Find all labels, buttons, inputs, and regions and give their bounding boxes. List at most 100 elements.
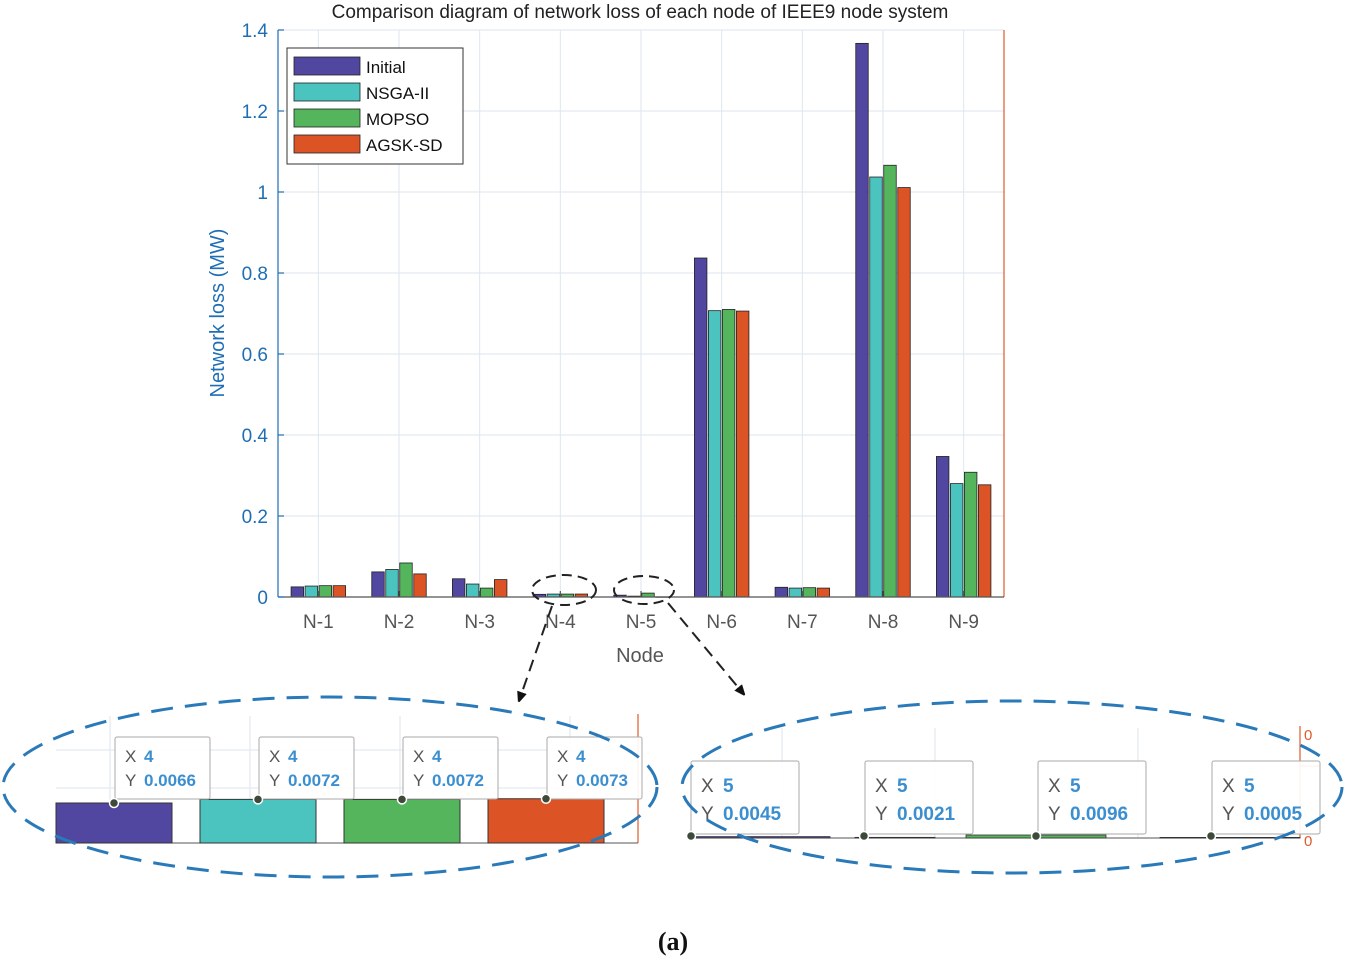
datatip-x-label: X (125, 747, 136, 766)
x-tick-label: N-7 (787, 612, 818, 633)
bar-mopso-n-6 (722, 309, 736, 598)
y-tick-label: 1.2 (242, 102, 268, 123)
datatip-x-label: X (701, 776, 714, 797)
legend-label: NSGA-II (366, 84, 429, 103)
datatip-box (1037, 760, 1147, 835)
datatip-marker (108, 797, 120, 809)
datatip-box (864, 760, 974, 835)
legend-label: MOPSO (366, 110, 429, 129)
x-tick-label: N-3 (464, 612, 495, 633)
zoom-bar-nsga-ii (199, 798, 317, 844)
bar-nsga-ii-n-7 (788, 587, 802, 598)
datatip-y-value: 0.0072 (432, 771, 484, 790)
zoom-ellipse-n5 (680, 699, 1344, 875)
datatip[interactable]: X 5Y 0.0005 (1205, 760, 1321, 842)
x-tick-label: N-5 (626, 612, 657, 633)
bar-initial-n-6 (694, 257, 708, 598)
datatip-marker (1030, 830, 1042, 842)
datatip-marker (252, 794, 264, 805)
zoom-bar-initial (55, 802, 173, 844)
y-tick-label: 0.2 (242, 507, 268, 528)
datatip-x-label: X (557, 747, 568, 766)
highlight-ellipse-n5 (613, 575, 675, 605)
bar-nsga-ii-n-2 (385, 569, 399, 598)
y-tick-label: 1.4 (242, 21, 269, 42)
datatip-marker (858, 830, 870, 842)
datatip-box (1211, 760, 1321, 835)
x-tick-label: N-4 (545, 612, 576, 633)
datatip[interactable]: X 4Y 0.0066 (108, 736, 211, 809)
bar-nsga-ii-n-8 (869, 176, 883, 598)
bar-initial-n-2 (371, 571, 385, 598)
bar-mopso-n-3 (480, 587, 494, 598)
datatip-x-value: 5 (1244, 776, 1255, 797)
bar-mopso-n-1 (318, 585, 332, 598)
bar-agsk-sd-n-9 (978, 484, 992, 598)
legend-label: AGSK-SD (366, 136, 443, 155)
zoom-bar-nsga-ii (854, 836, 936, 839)
bar-mopso-n-9 (964, 471, 978, 598)
legend-swatch (293, 134, 361, 154)
datatip-x-label: X (413, 747, 424, 766)
legend-swatch (293, 82, 361, 102)
legend-swatch (293, 108, 361, 128)
datatip-x-value: 5 (723, 776, 734, 797)
zoom-bar-agsk-sd (487, 798, 605, 844)
datatip-marker (685, 830, 697, 842)
datatip-marker (1205, 830, 1217, 842)
datatip-y-value: 0.0096 (1070, 804, 1128, 825)
figure-caption: (a) (658, 927, 688, 956)
datatip-y-label: Y (269, 771, 280, 790)
bar-initial-n-9 (936, 456, 950, 598)
datatip-y-value: 0.0045 (723, 804, 782, 825)
datatip-x-value: 5 (1070, 776, 1081, 797)
bar-initial-n-7 (774, 586, 788, 598)
datatip-box (402, 736, 499, 800)
legend: Initial NSGA-II MOPSO AGSK-SD (286, 47, 464, 165)
zoom-bar-initial (689, 836, 831, 839)
right-axis-tick: 0 (1304, 727, 1312, 744)
x-tick-label: N-6 (706, 612, 737, 633)
bar-nsga-ii-n-1 (304, 585, 318, 598)
bars (290, 42, 992, 598)
chart-title: Comparison diagram of network loss of ea… (332, 2, 949, 23)
datatip-x-value: 4 (432, 747, 442, 766)
datatip-y-value: 0.0066 (144, 771, 196, 790)
datatip-x-label: X (875, 776, 888, 797)
datatip-y-label: Y (413, 771, 424, 790)
zoom-ellipse-n4 (1, 695, 659, 879)
zoom-bar-agsk-sd (1159, 837, 1301, 839)
y-tick-label: 0.4 (242, 426, 269, 447)
y-axis-label: Network loss (MW) (207, 229, 229, 398)
right-axis-tick: 0 (1304, 833, 1312, 850)
bar-nsga-ii-n-9 (950, 483, 964, 598)
datatip[interactable]: X 5Y 0.0096 (1030, 760, 1147, 842)
datatip-x-value: 4 (144, 747, 154, 766)
legend-swatch (293, 56, 361, 76)
datatip-y-label: Y (125, 771, 136, 790)
bar-mopso-n-8 (883, 164, 897, 598)
datatip-x-value: 4 (288, 747, 298, 766)
axes (277, 29, 1005, 598)
x-tick-label: N-1 (303, 612, 334, 633)
highlight-ellipse-n4 (531, 574, 597, 606)
datatip[interactable]: X 5Y 0.0045 (685, 760, 800, 842)
bar-agsk-sd-n-7 (816, 587, 830, 598)
datatip[interactable]: X 4Y 0.0073 (540, 736, 643, 805)
y-tick-label: 0 (257, 588, 268, 609)
bar-initial-n-3 (452, 578, 466, 598)
bar-agsk-sd-n-8 (897, 187, 911, 598)
datatip[interactable]: X 4Y 0.0072 (396, 736, 499, 805)
datatip[interactable]: X 4Y 0.0072 (252, 736, 355, 805)
datatip-x-label: X (1222, 776, 1235, 797)
datatip-y-label: Y (1222, 804, 1235, 825)
bar-nsga-ii-n-6 (708, 310, 722, 598)
datatip[interactable]: X 5Y 0.0021 (858, 760, 974, 842)
bar-mopso-n-2 (399, 562, 413, 598)
x-tick-label: N-9 (948, 612, 979, 633)
x-tick-labels: N-1 N-2 N-3 N-4 N-5 N-6 N-7 N-8 N-9 (303, 612, 979, 633)
bar-nsga-ii-n-3 (466, 583, 480, 598)
